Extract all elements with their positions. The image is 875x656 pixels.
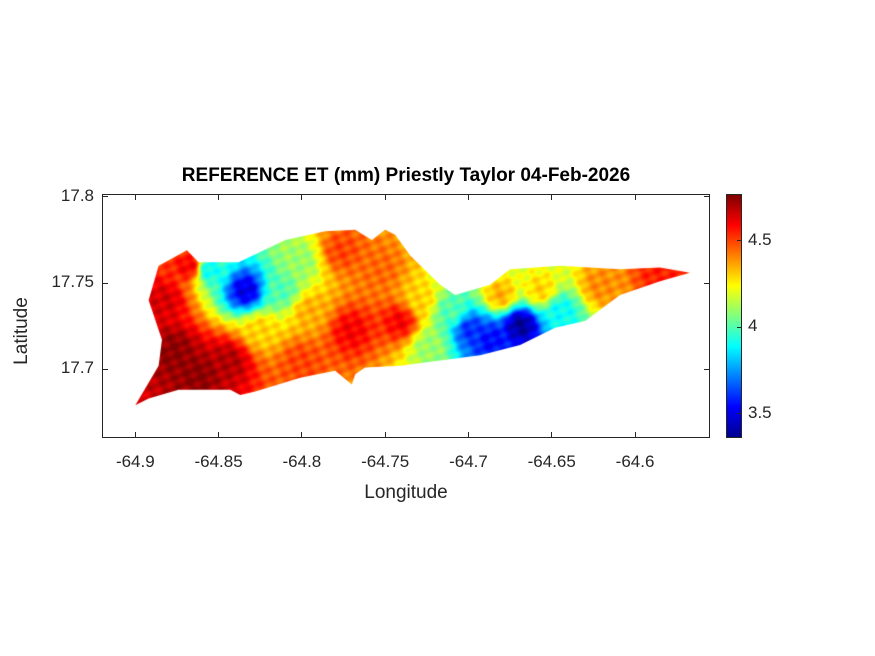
x-tick-mark-top	[384, 194, 386, 200]
colorbar-tick-mark	[737, 326, 742, 328]
x-tick-mark-top	[218, 194, 220, 200]
y-tick-mark-right	[704, 196, 710, 198]
x-tick-mark	[634, 432, 636, 438]
x-tick-mark	[218, 432, 220, 438]
y-tick-mark	[102, 282, 108, 284]
y-tick-mark-right	[704, 282, 710, 284]
x-tick-mark	[134, 432, 136, 438]
y-tick-label: 17.75	[51, 272, 94, 292]
x-tick-mark-top	[301, 194, 303, 200]
x-tick-mark	[384, 432, 386, 438]
y-tick-label: 17.8	[60, 185, 94, 205]
plot-axes	[102, 194, 710, 438]
x-axis-label: Longitude	[364, 482, 448, 503]
x-tick-label: -64.65	[527, 452, 576, 471]
colorbar-tick-mark	[737, 240, 742, 242]
x-tick-mark	[467, 432, 469, 438]
colorbar-tick-label: 3.5	[748, 402, 772, 422]
heatmap-surface	[103, 195, 709, 437]
y-tick-mark	[102, 196, 108, 198]
x-tick-mark	[551, 432, 553, 438]
x-tick-label: -64.9	[115, 452, 155, 471]
colorbar-tick-label: 4.5	[748, 229, 772, 249]
y-tick-mark	[102, 368, 108, 370]
y-tick-mark-right	[704, 368, 710, 370]
x-tick-label: -64.75	[361, 452, 410, 471]
x-tick-label: -64.7	[449, 452, 488, 471]
x-tick-mark-top	[634, 194, 636, 200]
colorbar	[726, 194, 742, 438]
x-tick-mark	[301, 432, 303, 438]
x-tick-label: -64.8	[282, 452, 322, 471]
x-tick-mark-top	[134, 194, 136, 200]
colorbar-tick-mark	[737, 413, 742, 415]
x-tick-mark-top	[551, 194, 553, 200]
colorbar-tick-label: 4	[748, 316, 758, 336]
chart-title: REFERENCE ET (mm) Priestly Taylor 04-Feb…	[181, 165, 631, 186]
x-tick-label: -64.6	[615, 452, 655, 471]
x-tick-mark-top	[467, 194, 469, 200]
x-tick-label: -64.85	[194, 452, 243, 471]
y-axis-label: Latitude	[11, 297, 32, 365]
y-tick-label: 17.7	[60, 358, 94, 378]
